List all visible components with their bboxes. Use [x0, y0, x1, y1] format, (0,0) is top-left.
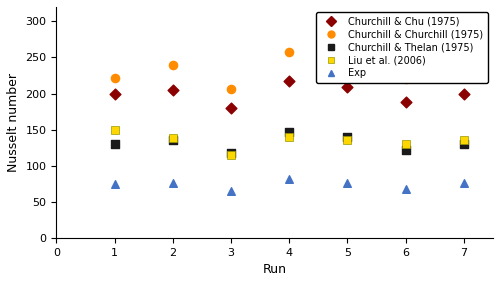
Point: [286, 134, 294, 139]
Y-axis label: Nusselt number: Nusselt number: [7, 73, 20, 172]
Legend: Churchill & Chu (1975), Churchill & Churchill (1975), Churchill & Thelan (1975),: Churchill & Chu (1975), Churchill & Chur…: [316, 12, 488, 83]
Point: [110, 142, 118, 146]
Point: [227, 150, 235, 155]
Point: [169, 138, 177, 143]
Point: [344, 138, 351, 143]
Point: [460, 66, 468, 70]
Point: [460, 142, 468, 146]
Point: [227, 189, 235, 193]
Point: [286, 130, 294, 134]
Point: [460, 181, 468, 185]
Point: [344, 55, 351, 60]
Point: [110, 127, 118, 132]
Point: [110, 182, 118, 187]
Point: [460, 91, 468, 96]
Point: [169, 181, 177, 185]
Point: [169, 136, 177, 140]
Point: [402, 142, 409, 146]
Point: [227, 106, 235, 110]
Point: [402, 147, 409, 152]
Point: [344, 134, 351, 139]
Point: [460, 138, 468, 143]
Point: [286, 176, 294, 181]
Point: [286, 78, 294, 83]
Point: [402, 100, 409, 104]
Point: [169, 62, 177, 67]
Point: [344, 85, 351, 89]
Point: [169, 88, 177, 92]
Point: [344, 181, 351, 185]
X-axis label: Run: Run: [262, 263, 286, 276]
Point: [402, 187, 409, 192]
Point: [227, 87, 235, 91]
Point: [227, 153, 235, 157]
Point: [402, 77, 409, 81]
Point: [110, 75, 118, 80]
Point: [286, 50, 294, 55]
Point: [110, 91, 118, 96]
